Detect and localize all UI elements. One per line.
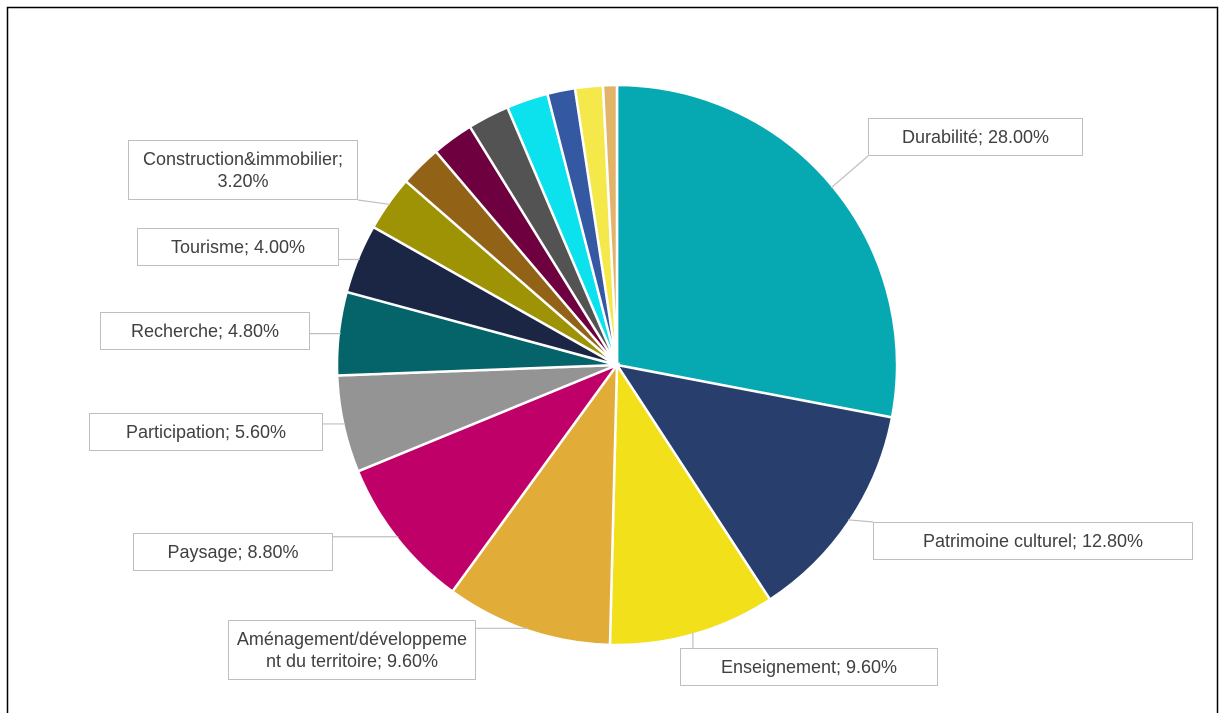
leader-line — [830, 155, 869, 189]
data-label: Participation; 5.60% — [89, 413, 323, 451]
data-label: Construction&immobilier; 3.20% — [128, 140, 358, 200]
data-label: Recherche; 4.80% — [100, 312, 310, 350]
leader-line — [357, 199, 391, 206]
pie-slice — [614, 363, 894, 602]
data-label: Aménagement/développement du territoire;… — [228, 620, 476, 680]
data-label: Paysage; 8.80% — [133, 533, 333, 571]
data-label: Durabilité; 28.00% — [868, 118, 1083, 156]
leader-line — [847, 519, 874, 523]
data-label: Patrimoine culturel; 12.80% — [873, 522, 1193, 560]
chart-border — [6, 6, 1219, 713]
data-label: Tourisme; 4.00% — [137, 228, 339, 266]
pie-slice — [356, 362, 621, 594]
pie-slice — [615, 83, 899, 419]
data-label: Enseignement; 9.60% — [680, 648, 938, 686]
pie-slice — [601, 83, 619, 366]
pie-slice — [450, 361, 619, 647]
